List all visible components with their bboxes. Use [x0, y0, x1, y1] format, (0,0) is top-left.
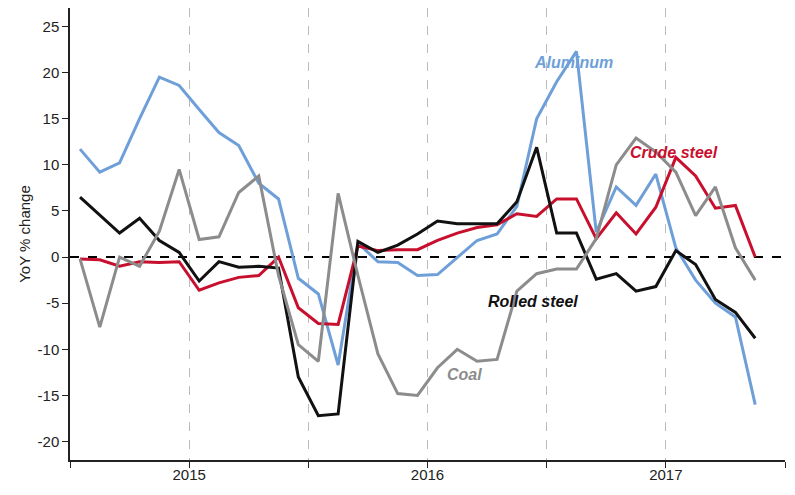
- svg-text:2016: 2016: [411, 466, 444, 483]
- svg-text:10: 10: [43, 156, 60, 173]
- svg-text:2017: 2017: [649, 466, 682, 483]
- svg-text:YoY % change: YoY % change: [16, 185, 33, 283]
- svg-text:-15: -15: [38, 387, 60, 404]
- svg-text:Aluminum: Aluminum: [534, 54, 613, 71]
- svg-text:Rolled steel: Rolled steel: [488, 293, 578, 310]
- svg-text:Coal: Coal: [447, 366, 482, 383]
- svg-text:5: 5: [51, 202, 59, 219]
- svg-text:-5: -5: [46, 294, 59, 311]
- svg-text:-10: -10: [38, 341, 60, 358]
- svg-text:0: 0: [51, 248, 59, 265]
- svg-text:-20: -20: [38, 433, 60, 450]
- svg-text:15: 15: [43, 110, 60, 127]
- svg-text:25: 25: [43, 18, 60, 35]
- svg-text:2015: 2015: [172, 466, 205, 483]
- svg-text:20: 20: [43, 64, 60, 81]
- svg-text:Crude steel: Crude steel: [630, 144, 718, 161]
